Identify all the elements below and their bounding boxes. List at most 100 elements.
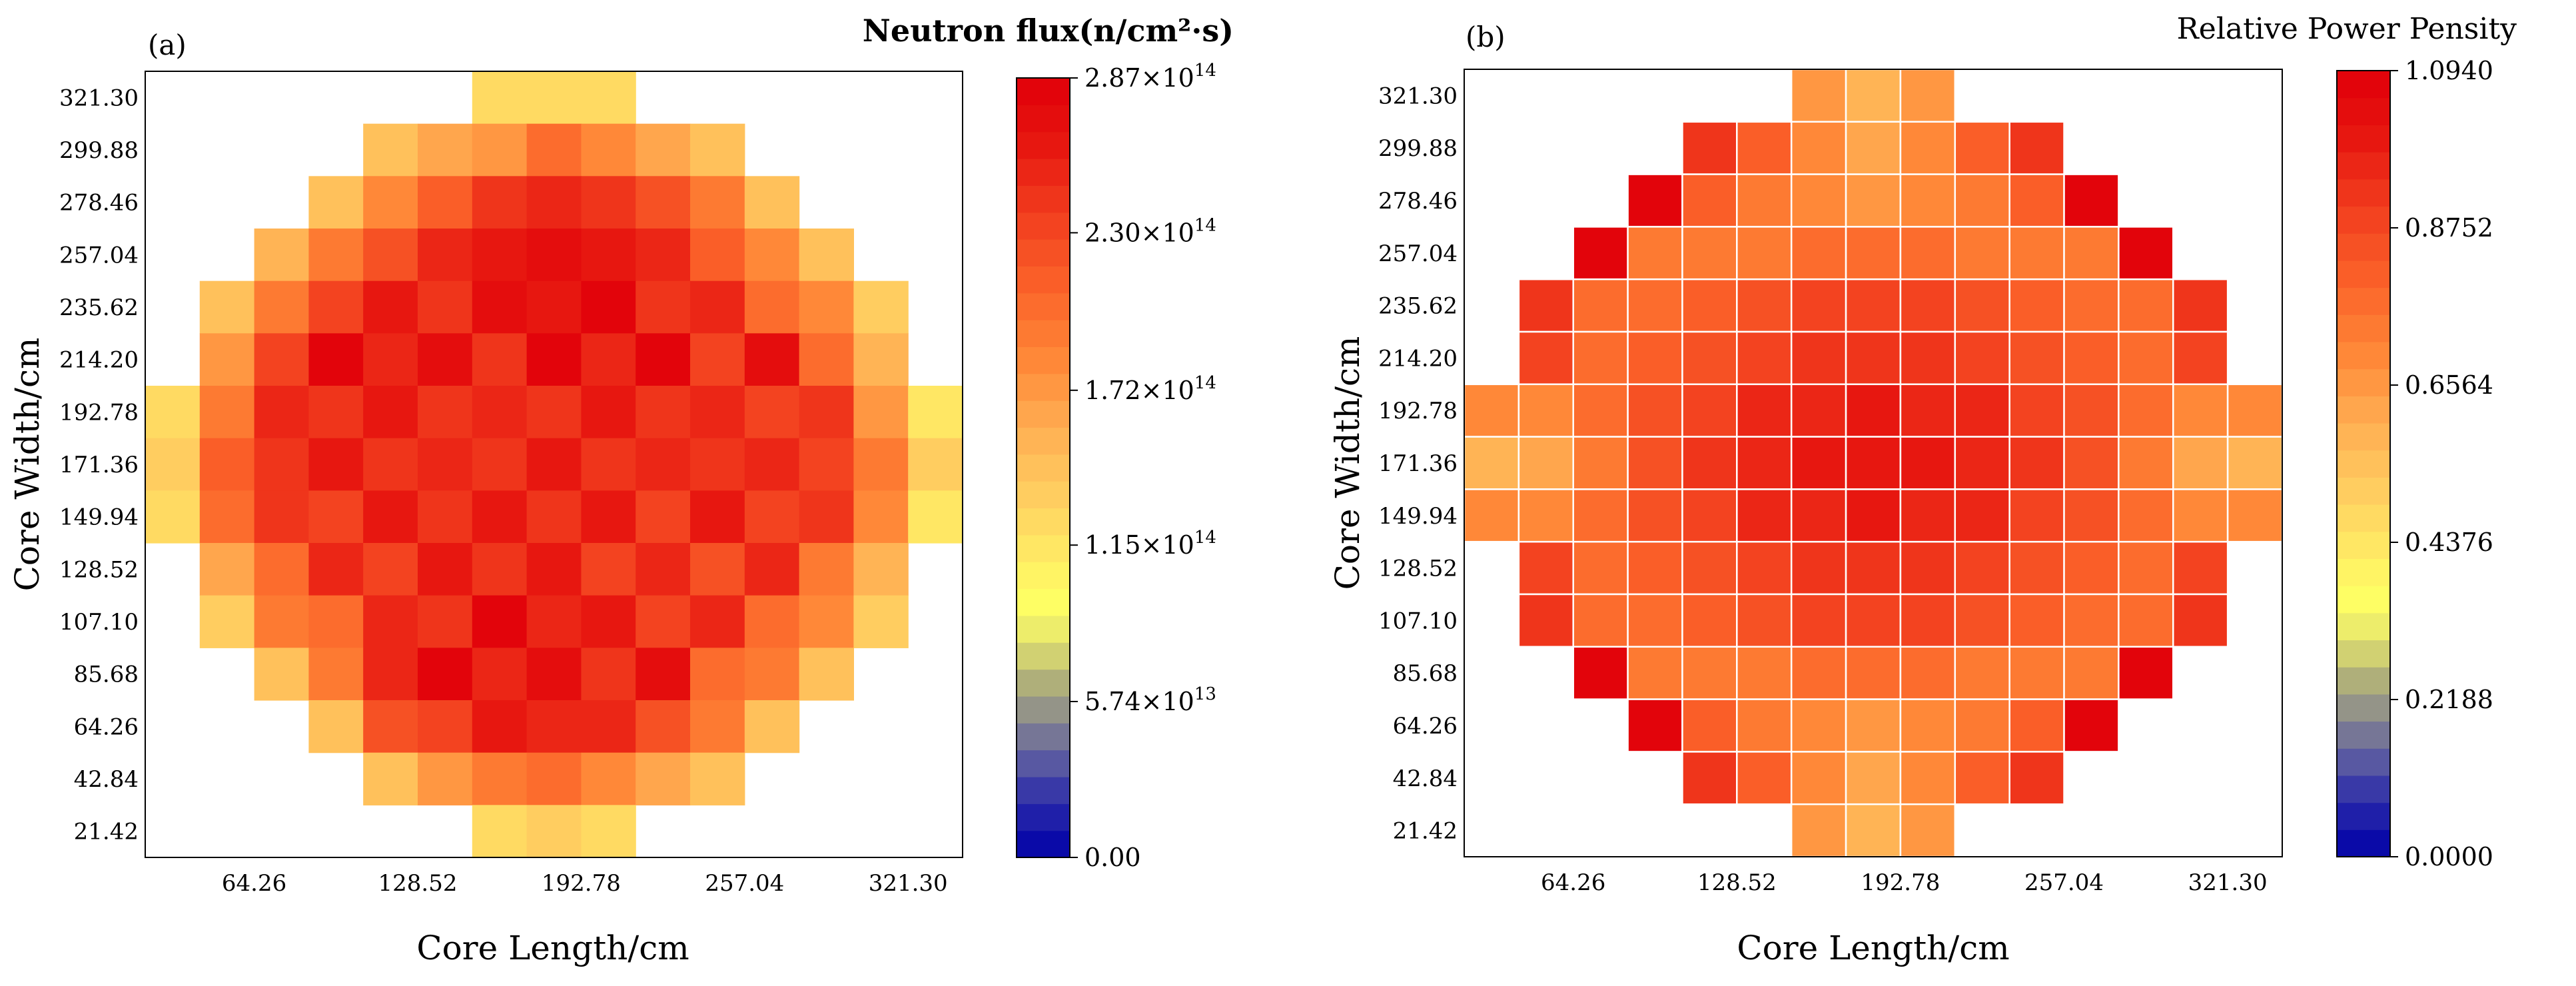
heatmap-cell bbox=[1899, 173, 1956, 228]
heatmap-cell bbox=[1790, 488, 1847, 543]
heatmap-cell bbox=[1517, 383, 1574, 438]
colorbar-band bbox=[1017, 105, 1070, 133]
heatmap-cell bbox=[1899, 698, 1956, 753]
heatmap-cell bbox=[636, 386, 691, 439]
y-tick-label: 128.52 bbox=[59, 556, 139, 583]
heatmap-cell bbox=[581, 229, 636, 282]
heatmap-cell bbox=[418, 595, 473, 648]
heatmap-cell bbox=[2008, 330, 2065, 386]
heatmap-cell bbox=[744, 490, 800, 544]
heatmap-cell bbox=[799, 386, 854, 439]
heatmap-cell bbox=[2226, 488, 2284, 543]
heatmap-cell bbox=[2118, 593, 2174, 648]
heatmap-cell bbox=[1681, 173, 1738, 228]
panel-b-colorbar-title: Relative Power Pensity bbox=[2177, 12, 2517, 46]
heatmap-cell bbox=[526, 805, 582, 858]
y-tick-label: 107.10 bbox=[59, 609, 139, 636]
heatmap-cell bbox=[690, 438, 745, 491]
heatmap-cell bbox=[308, 386, 364, 439]
colorbar-tick-label: 1.15×1014 bbox=[1084, 528, 1216, 560]
panel-a-x-ticks: 64.26 128.52 192.78 257.04 321.30 bbox=[222, 870, 948, 897]
heatmap-cell bbox=[744, 700, 800, 753]
heatmap-cell bbox=[1790, 226, 1847, 280]
colorbar-band bbox=[1017, 830, 1070, 858]
colorbar-band bbox=[2337, 802, 2390, 830]
heatmap-cell bbox=[363, 700, 418, 753]
heatmap-cell bbox=[1736, 278, 1793, 333]
colorbar-band bbox=[2337, 504, 2390, 532]
panel-a-y-axis-label: Core Width/cm bbox=[8, 338, 47, 592]
panel-a-label: (a) bbox=[148, 29, 187, 61]
heatmap-cell bbox=[1627, 436, 1683, 490]
heatmap-cell bbox=[363, 123, 418, 177]
heatmap-cell bbox=[254, 280, 309, 334]
heatmap-cell bbox=[1627, 226, 1683, 280]
heatmap-cell bbox=[1627, 540, 1683, 596]
heatmap-cell bbox=[418, 543, 473, 596]
y-tick-label: 42.84 bbox=[74, 766, 139, 793]
heatmap-cell bbox=[853, 438, 909, 491]
y-tick-label: 171.36 bbox=[59, 452, 139, 478]
colorbar-band bbox=[2337, 450, 2390, 478]
heatmap-cell bbox=[526, 333, 582, 386]
heatmap-cell bbox=[1572, 278, 1629, 333]
heatmap-cell bbox=[799, 648, 854, 701]
heatmap-cell bbox=[472, 595, 528, 648]
heatmap-cell bbox=[472, 229, 528, 282]
heatmap-cell bbox=[1845, 751, 1902, 805]
heatmap-cell bbox=[1572, 436, 1629, 490]
heatmap-cell bbox=[908, 438, 963, 491]
x-tick-label: 128.52 bbox=[378, 870, 458, 897]
heatmap-cell bbox=[472, 543, 528, 596]
heatmap-cell bbox=[2172, 540, 2229, 596]
heatmap-cell bbox=[1681, 330, 1738, 386]
heatmap-cell bbox=[1627, 330, 1683, 386]
panel-a-colorbar-ticks: 0.00 5.74×1013 1.15×1014 1.72×1014 2.30×1014… bbox=[1070, 61, 1216, 872]
heatmap-cell bbox=[418, 123, 473, 177]
heatmap-cell bbox=[1954, 751, 2010, 805]
heatmap-cell bbox=[690, 648, 745, 701]
heatmap-cell bbox=[2063, 383, 2120, 438]
heatmap-cell bbox=[1681, 593, 1738, 648]
heatmap-cell bbox=[418, 333, 473, 386]
heatmap-cell bbox=[1681, 121, 1738, 175]
heatmap-cell bbox=[1681, 383, 1738, 438]
heatmap-cell bbox=[254, 333, 309, 386]
heatmap-cell bbox=[690, 333, 745, 386]
heatmap-cell bbox=[1736, 436, 1793, 490]
colorbar-band bbox=[1017, 400, 1070, 428]
colorbar-band bbox=[1017, 454, 1070, 482]
heatmap-cell bbox=[1899, 540, 1956, 596]
colorbar-band bbox=[2337, 179, 2390, 207]
heatmap-cell bbox=[526, 280, 582, 334]
heatmap-cell bbox=[1790, 698, 1847, 753]
heatmap-cell bbox=[526, 543, 582, 596]
heatmap-cell bbox=[744, 543, 800, 596]
colorbar-band bbox=[1017, 185, 1070, 213]
heatmap-cell bbox=[744, 280, 800, 334]
heatmap-cell bbox=[145, 386, 201, 439]
colorbar-band bbox=[2337, 287, 2390, 315]
heatmap-cell bbox=[581, 71, 636, 125]
heatmap-cell bbox=[1954, 226, 2010, 280]
heatmap-cell bbox=[254, 648, 309, 701]
colorbar-band bbox=[2337, 694, 2390, 722]
heatmap-cell bbox=[636, 700, 691, 753]
heatmap-cell bbox=[1736, 383, 1793, 438]
y-tick-label: 257.04 bbox=[1378, 241, 1458, 267]
heatmap-cell bbox=[1627, 698, 1683, 753]
heatmap-cell bbox=[308, 280, 364, 334]
y-tick-label: 21.42 bbox=[1393, 818, 1458, 845]
heatmap-cell bbox=[363, 543, 418, 596]
heatmap-cell bbox=[1954, 698, 2010, 753]
panel-a-plot-frame bbox=[145, 71, 963, 858]
panel-b-colorbar-ticks: 0.0000 0.2188 0.4376 0.6564 0.8752 1.0940 bbox=[2390, 56, 2493, 871]
colorbar-band bbox=[1017, 615, 1070, 643]
heatmap-cell bbox=[254, 490, 309, 544]
heatmap-cell bbox=[1681, 488, 1738, 543]
heatmap-cell bbox=[308, 543, 364, 596]
heatmap-cell bbox=[199, 386, 255, 439]
heatmap-cell bbox=[1899, 646, 1956, 700]
y-tick-label: 321.30 bbox=[1378, 83, 1458, 109]
